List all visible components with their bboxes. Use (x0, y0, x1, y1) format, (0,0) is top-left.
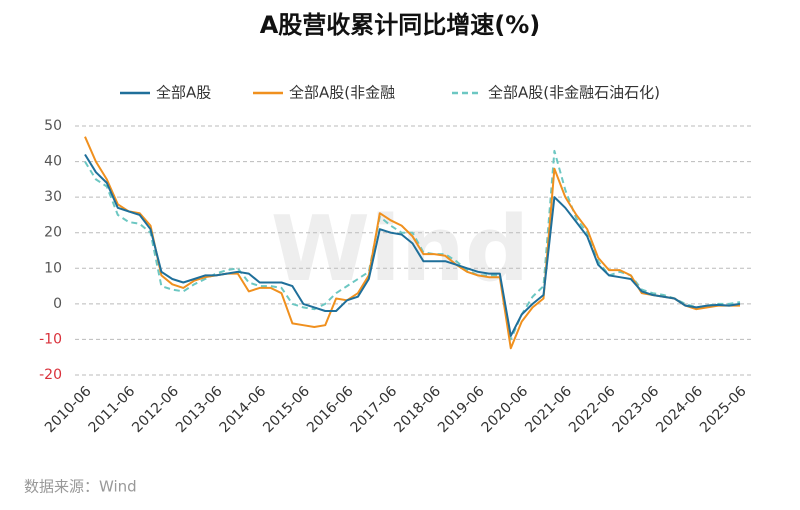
x-tick-label: 2013-06 (173, 383, 226, 436)
x-tick-label: 2023-06 (610, 383, 663, 436)
source: 数据来源：Wind (24, 478, 137, 496)
x-tick-label: 2015-06 (260, 383, 313, 436)
y-tick-label: 0 (53, 296, 62, 312)
x-tick-label: 2020-06 (479, 383, 532, 436)
x-tick-label: 2011-06 (86, 383, 139, 436)
x-tick-label: 2018-06 (391, 383, 444, 436)
x-tick-label: 2025-06 (697, 383, 750, 436)
x-tick-label: 2024-06 (653, 383, 706, 436)
x-tick-label: 2019-06 (435, 383, 488, 436)
x-tick-label: 2017-06 (348, 383, 401, 436)
chart-title: A股营收累计同比增速(%) (260, 11, 541, 39)
x-tick-label: 2014-06 (217, 383, 270, 436)
y-tick-label: 10 (44, 260, 62, 276)
x-tick-label: 2010-06 (42, 383, 95, 436)
y-tick-label: 50 (44, 118, 62, 134)
x-tick-label: 2022-06 (566, 383, 619, 436)
legend-label: 全部A股(非金融石油石化) (488, 84, 660, 102)
x-tick-label: 2016-06 (304, 383, 357, 436)
y-tick-label: 40 (44, 154, 62, 170)
x-tick-label: 2012-06 (129, 383, 182, 436)
series-line (84, 153, 741, 337)
y-tick-label: 20 (44, 225, 62, 241)
legend-label: 全部A股(非金融 (289, 84, 395, 102)
x-tick-label: 2021-06 (522, 383, 575, 436)
y-tick-label: -10 (39, 331, 62, 347)
legend-label: 全部A股 (156, 84, 211, 102)
y-tick-label: 30 (44, 189, 62, 205)
watermark: Wind (271, 197, 530, 302)
y-tick-label: -20 (39, 367, 62, 383)
series-line (84, 136, 740, 350)
